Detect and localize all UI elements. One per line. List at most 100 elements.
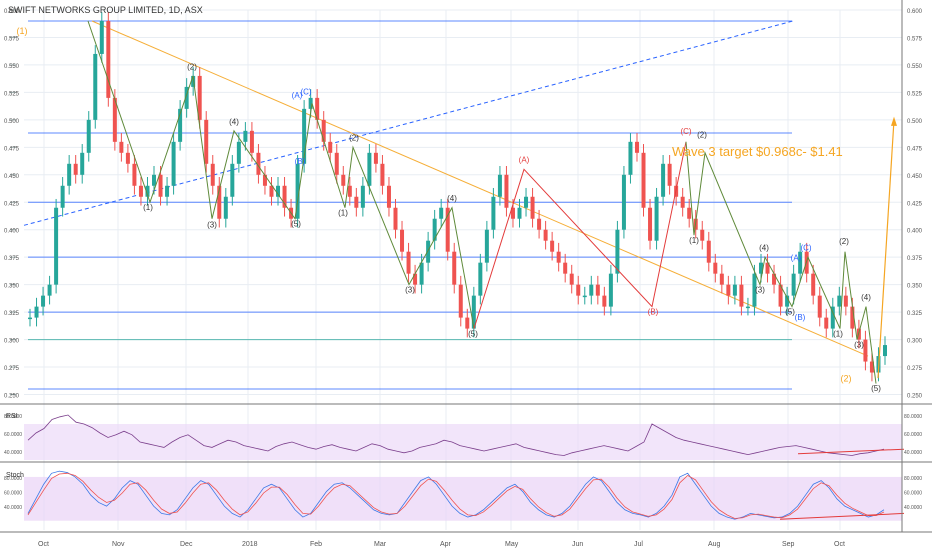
candle-body [510, 207, 515, 219]
candle-body [106, 20, 111, 98]
candle-body [883, 345, 887, 357]
candle-body [563, 262, 568, 274]
candle-body [654, 196, 659, 241]
candle-body [99, 20, 104, 54]
price-tick-label-left: 0.325 [4, 311, 20, 317]
wave-label: (3) [207, 221, 217, 230]
price-tick-label-right: 0.275 [907, 366, 923, 372]
candle-body [276, 185, 281, 197]
candle-body [347, 185, 352, 197]
candle-body [269, 185, 274, 197]
candle-body [321, 119, 326, 142]
stoch-d-line [27, 472, 885, 519]
candle-body [158, 174, 163, 197]
candle-body [315, 97, 320, 120]
stoch-divergence-line [779, 512, 905, 520]
candle-body [41, 295, 46, 307]
stoch-tick-label-right: 60.0000 [904, 491, 922, 497]
candle-body [530, 196, 535, 219]
rsi-divergence-line [797, 448, 905, 455]
candle-body [67, 163, 72, 186]
corrective-wave-path [473, 141, 687, 329]
candle-body [328, 141, 333, 153]
price-tick-label-left: 0.575 [4, 36, 20, 42]
rsi-tick-label-left: 40.0000 [4, 450, 22, 456]
candle-body [360, 185, 365, 208]
wave-label: (3) [405, 285, 415, 294]
candle-body [204, 119, 209, 164]
candle-body [811, 273, 816, 296]
stoch-tick-label-right: 40.0000 [904, 505, 922, 511]
candle-body [119, 141, 124, 153]
candle-body [517, 207, 522, 219]
wave-label: (2) [187, 62, 197, 71]
candle-body [413, 273, 418, 285]
candle-body [817, 295, 822, 318]
candle-body [589, 284, 594, 296]
candle-body [465, 317, 470, 329]
candle-body [28, 317, 32, 320]
projection-arrow-shaft [877, 119, 895, 379]
candle-body [608, 273, 613, 307]
stoch-band [24, 476, 902, 521]
candle-body [791, 273, 796, 296]
candle-body [458, 284, 463, 318]
candle-body [145, 185, 150, 197]
candle-body [732, 284, 737, 296]
wave-label: (5) [785, 307, 795, 316]
candle-body [73, 163, 78, 175]
candle-body [576, 284, 581, 296]
wave-label: (2) [839, 237, 849, 246]
candle-body [419, 262, 424, 285]
x-tick-label: Jun [572, 541, 583, 548]
candle-body [497, 174, 502, 197]
price-tick-label-left: 0.475 [4, 146, 20, 152]
candle-body [582, 295, 587, 298]
candle-body [491, 196, 496, 230]
candle-body [471, 295, 476, 329]
candle-body [869, 361, 874, 373]
price-tick-label-left: 0.525 [4, 91, 20, 97]
rsi-line [27, 414, 885, 456]
candle-body [34, 306, 39, 318]
candle-body [262, 174, 267, 186]
candle-body [543, 229, 548, 241]
candle-body [550, 240, 555, 252]
price-tick-label-left: 0.250 [4, 394, 20, 400]
candle-body [843, 295, 848, 307]
candle-body [54, 207, 59, 285]
candle-body [615, 229, 620, 274]
candle-body [641, 152, 646, 208]
candle-body [249, 130, 254, 153]
candle-body [556, 251, 561, 263]
candle-body [687, 207, 692, 219]
rsi-tick-label-right: 40.0000 [904, 450, 922, 456]
candle-body [850, 306, 855, 329]
candle-body [726, 284, 731, 296]
stoch-title: Stoch [6, 472, 24, 479]
rsi-pane [24, 414, 905, 460]
wave-label: (5) [871, 384, 881, 393]
candle-body [386, 185, 391, 208]
price-tick-label-left: 0.600 [4, 9, 20, 15]
candle-body [80, 152, 85, 175]
x-tick-label: Dec [180, 541, 193, 548]
candle-body [706, 240, 711, 263]
price-tick-label-right: 0.250 [907, 394, 923, 400]
candle-body [484, 229, 489, 263]
candle-body [621, 174, 626, 230]
candle-body [439, 207, 444, 219]
candle-body [165, 185, 170, 197]
descending-trendline [91, 20, 869, 357]
candle-body [445, 207, 450, 252]
candle-body [393, 207, 398, 230]
candle-body [308, 97, 313, 109]
candle-body [537, 218, 542, 230]
candle-body [197, 75, 202, 120]
wave-label: (4) [229, 117, 239, 126]
rsi-title: RSI [6, 413, 18, 420]
x-tick-label: Aug [708, 541, 721, 548]
price-tick-label-left: 0.375 [4, 256, 20, 262]
candle-body [302, 108, 307, 164]
